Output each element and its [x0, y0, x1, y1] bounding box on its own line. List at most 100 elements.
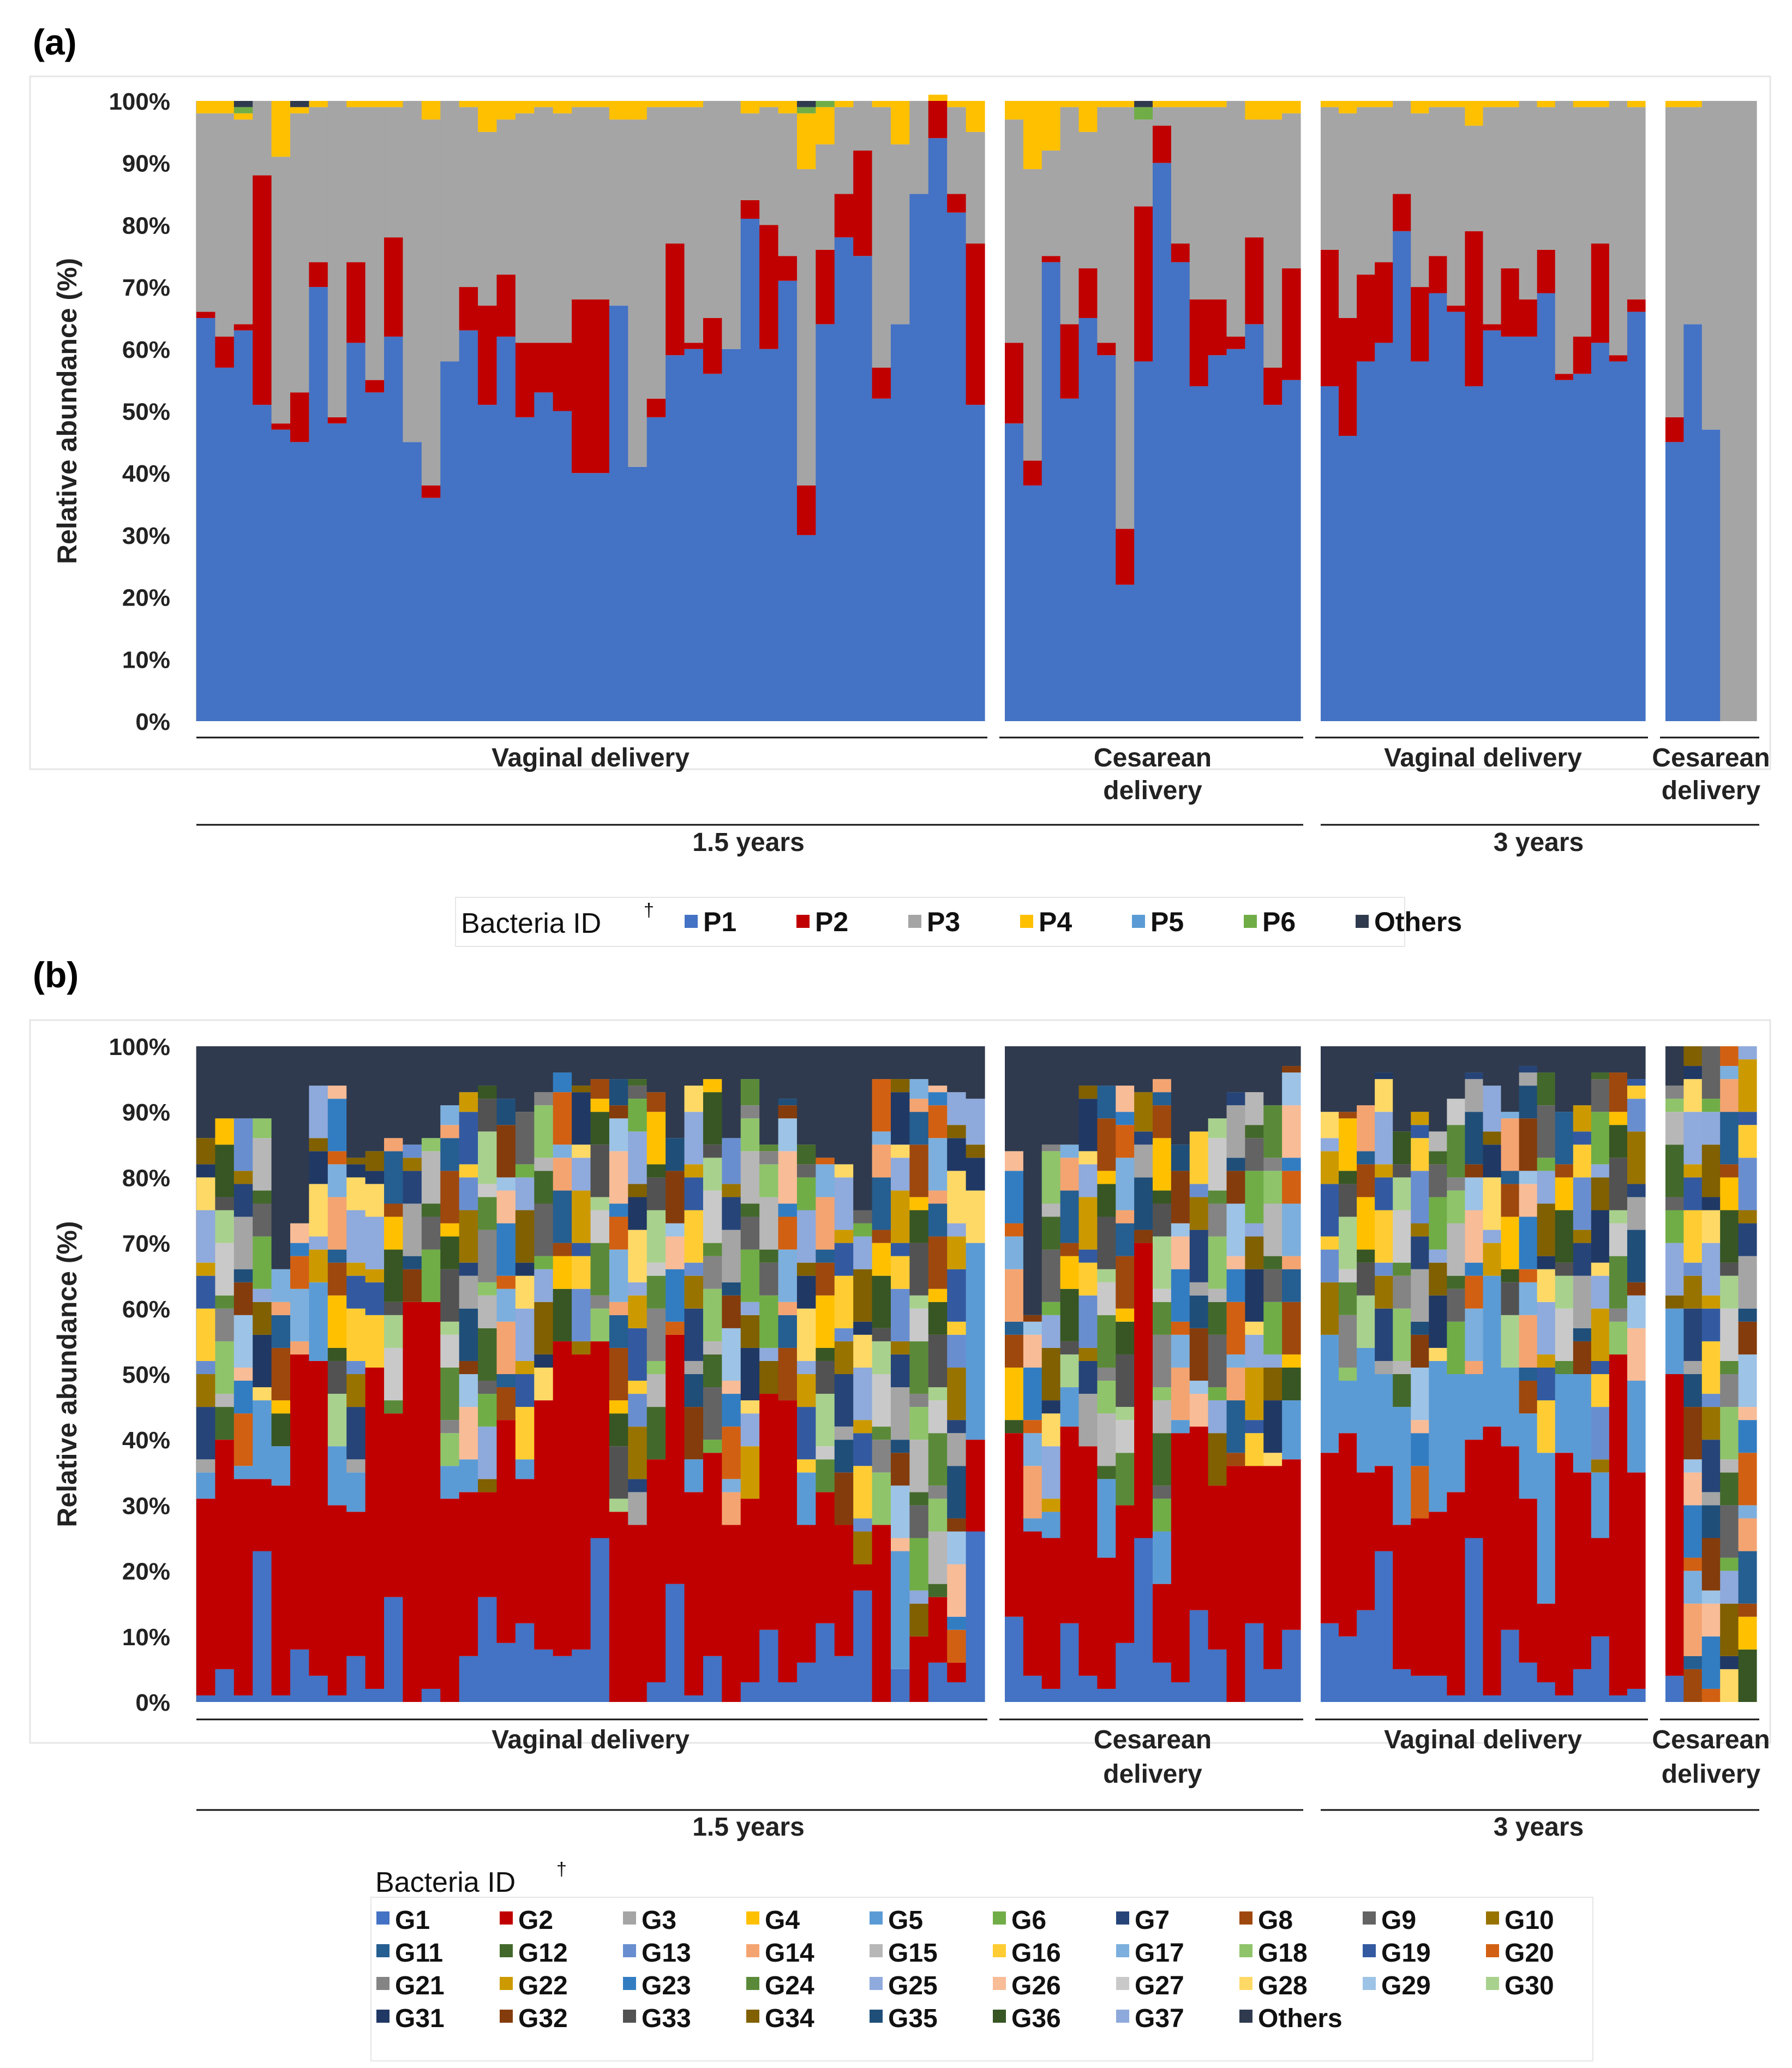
bar-segment-p4: [947, 101, 967, 107]
bar-segment-g13: [459, 1177, 478, 1210]
bar-segment-g22: [365, 1269, 385, 1282]
bar-segment-g2: [1116, 1505, 1135, 1643]
bar-segment-p2: [1665, 417, 1684, 442]
bar-segment-g1: [759, 1629, 779, 1702]
bar-segment-g31: [1245, 1269, 1264, 1322]
bar-segment-g24: [909, 1341, 929, 1394]
bar-segment-g1: [1411, 1675, 1429, 1702]
bar-segment-g23: [1005, 1171, 1024, 1224]
bar-segment-p2: [1060, 324, 1080, 399]
bar-segment-p3: [1226, 101, 1245, 337]
bar-segment-g33: [1097, 1216, 1116, 1269]
bar-segment-g1: [572, 1649, 591, 1702]
bar-segment-g1: [1171, 1682, 1190, 1702]
bar-segment-g33: [1720, 1262, 1739, 1276]
bar-segment-g24: [1447, 1125, 1466, 1178]
bar-segment-g18: [1720, 1407, 1739, 1460]
bar-segment-g12: [1537, 1072, 1556, 1106]
age-label: 3 years: [1494, 1813, 1584, 1842]
bar-segment-g20: [1683, 1557, 1703, 1571]
bar-segment-g12: [534, 1171, 554, 1204]
bar-segment-g30: [1097, 1269, 1116, 1282]
bar-segment-g36: [1282, 1367, 1301, 1401]
bar-segment-p3: [271, 157, 291, 424]
legend-swatch-g4: [746, 1911, 759, 1925]
bar-segment-g22: [1738, 1059, 1757, 1112]
bar-segment-g2: [421, 1302, 441, 1689]
bar-segment-g31: [196, 1164, 215, 1178]
bar-segment-p1: [1153, 163, 1172, 721]
bar-segment-g14: [1171, 1367, 1190, 1420]
bar-segment-g14: [1465, 1360, 1484, 1374]
bar-segment-p1: [703, 374, 722, 721]
bar-segment-g29: [609, 1118, 628, 1152]
legend-swatch-g16: [993, 1944, 1006, 1957]
bar-segment-g30: [872, 1341, 891, 1374]
bar-segment-g32: [1701, 1538, 1721, 1591]
bar-segment-g8: [1357, 1164, 1375, 1197]
bar-segment-others: [796, 1046, 816, 1145]
bar-segment-g3: [1683, 1360, 1703, 1374]
bar-segment-g5: [1519, 1413, 1538, 1499]
bar-segment-g34: [309, 1138, 328, 1152]
bar-segment-p6: [796, 107, 816, 113]
bar-segment-g18: [534, 1105, 554, 1158]
bar-segment-p4: [1465, 101, 1484, 126]
bar-segment-g18: [1097, 1381, 1116, 1414]
bar-segment-g5: [1375, 1374, 1393, 1466]
bar-segment-g32: [1573, 1341, 1592, 1374]
y-axis-title: Relative abundance (%): [52, 258, 82, 564]
bar-segment-p2: [346, 262, 366, 343]
bar-segment-g32: [1023, 1315, 1042, 1322]
bar-segment-g35: [609, 1079, 628, 1106]
bar-segment-g1: [1263, 1669, 1282, 1702]
bar-segment-g8: [384, 1203, 404, 1217]
bar-segment-g3: [196, 1459, 215, 1473]
bar-segment-g25: [1078, 1164, 1098, 1197]
bar-segment-g9: [421, 1216, 441, 1250]
bar-segment-g14: [1005, 1269, 1024, 1322]
bar-segment-g6: [759, 1295, 779, 1348]
bar-segment-others: [1573, 1046, 1592, 1106]
bar-segment-g28: [365, 1184, 385, 1217]
legend-swatch-g13: [623, 1944, 636, 1957]
bar-segment-g31: [346, 1164, 366, 1178]
bar-segment-g12: [1429, 1151, 1447, 1165]
bar-segment-g12: [740, 1203, 760, 1217]
bar-segment-g2: [590, 1341, 610, 1538]
bar-segment-p4: [365, 101, 385, 107]
bar-segment-g25: [740, 1413, 760, 1447]
legend-swatch-g19: [1363, 1944, 1376, 1957]
bar-segment-p1: [365, 392, 385, 721]
bar-segment-g25: [1537, 1302, 1556, 1354]
bar-segment-g24: [1720, 1360, 1739, 1374]
bar-segment-g2: [1465, 1440, 1484, 1538]
bar-segment-g14: [1226, 1367, 1245, 1401]
bar-segment-g10: [628, 1426, 648, 1479]
bar-segment-g4: [271, 1400, 291, 1414]
bar-segment-p6: [233, 107, 253, 113]
bar-segment-p2: [1245, 237, 1264, 325]
bar-segment-g30: [1357, 1295, 1375, 1348]
bar-segment-others: [1041, 1046, 1061, 1145]
bar-segment-g31: [1683, 1066, 1703, 1080]
bar-segment-g33: [816, 1360, 835, 1394]
bar-segment-g30: [909, 1295, 929, 1309]
y-tick-label: 10%: [122, 1624, 170, 1651]
bar-segment-g2: [1501, 1446, 1520, 1630]
legend-label: G34: [765, 2004, 814, 2033]
legend-swatch-p3: [908, 915, 921, 928]
bar-segment-g9: [1245, 1138, 1264, 1171]
bar-segment-g13: [1683, 1262, 1703, 1276]
bar-segment-p4: [1041, 101, 1061, 151]
bar-segment-others: [1501, 1046, 1520, 1112]
bar-segment-g1: [1609, 1695, 1628, 1702]
bar-segment-g4: [1282, 1354, 1301, 1368]
bar-segment-g13: [853, 1518, 873, 1532]
bar-segment-p2: [309, 262, 328, 287]
bar-segment-p2: [327, 417, 347, 424]
bar-segment-g22: [309, 1249, 328, 1282]
bar-segment-p3: [1501, 107, 1520, 268]
bar-segment-g2: [1060, 1426, 1080, 1623]
bar-segment-g27: [1555, 1308, 1574, 1361]
